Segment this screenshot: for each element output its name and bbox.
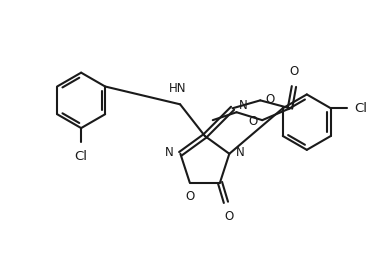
Text: O: O [224, 210, 233, 223]
Text: Cl: Cl [354, 102, 367, 115]
Text: O: O [289, 65, 299, 77]
Text: N: N [236, 146, 245, 159]
Text: HN: HN [168, 82, 186, 95]
Text: O: O [265, 93, 275, 106]
Text: O: O [248, 115, 257, 128]
Text: N: N [238, 99, 247, 112]
Text: O: O [185, 190, 194, 204]
Text: N: N [165, 146, 173, 159]
Text: Cl: Cl [74, 150, 87, 163]
